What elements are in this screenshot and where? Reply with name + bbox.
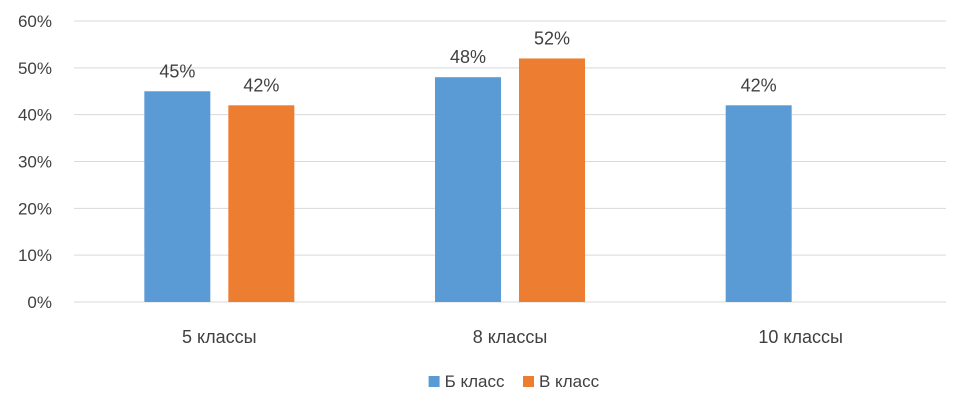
legend-item: Б класс <box>428 372 505 391</box>
data-label: 42% <box>243 75 279 95</box>
data-label: 48% <box>450 47 486 67</box>
legend-swatch <box>428 376 440 387</box>
bar <box>228 105 295 302</box>
data-label: 42% <box>741 75 777 95</box>
legend-item: В класс <box>523 372 600 391</box>
x-axis-category-labels: 5 классы 8 классы 10 классы <box>182 327 843 347</box>
y-tick-label: 30% <box>18 153 52 172</box>
x-category-label: 5 классы <box>182 327 257 347</box>
y-tick-label: 10% <box>18 246 52 265</box>
bar <box>435 77 501 302</box>
y-tick-label: 20% <box>18 199 52 218</box>
x-category-label: 10 классы <box>758 327 843 347</box>
y-tick-label: 60% <box>18 12 52 31</box>
bar <box>725 105 792 302</box>
y-axis-tick-labels: 0% 10% 20% 30% 40% 50% 60% <box>18 12 52 312</box>
legend-swatch <box>523 376 534 387</box>
data-label: 52% <box>534 28 570 48</box>
data-labels: 45% 42% 48% 52% 42% <box>159 28 776 95</box>
data-label: 45% <box>159 61 195 81</box>
x-category-label: 8 классы <box>473 327 548 347</box>
legend: Б класс В класс <box>428 372 600 391</box>
bar <box>519 58 585 302</box>
y-tick-label: 0% <box>27 293 52 312</box>
bars <box>144 58 792 302</box>
y-tick-label: 50% <box>18 59 52 78</box>
y-tick-label: 40% <box>18 106 52 125</box>
legend-label: Б класс <box>445 372 505 391</box>
legend-label: В класс <box>539 372 600 391</box>
gridlines <box>74 20 946 303</box>
bar <box>144 91 211 302</box>
